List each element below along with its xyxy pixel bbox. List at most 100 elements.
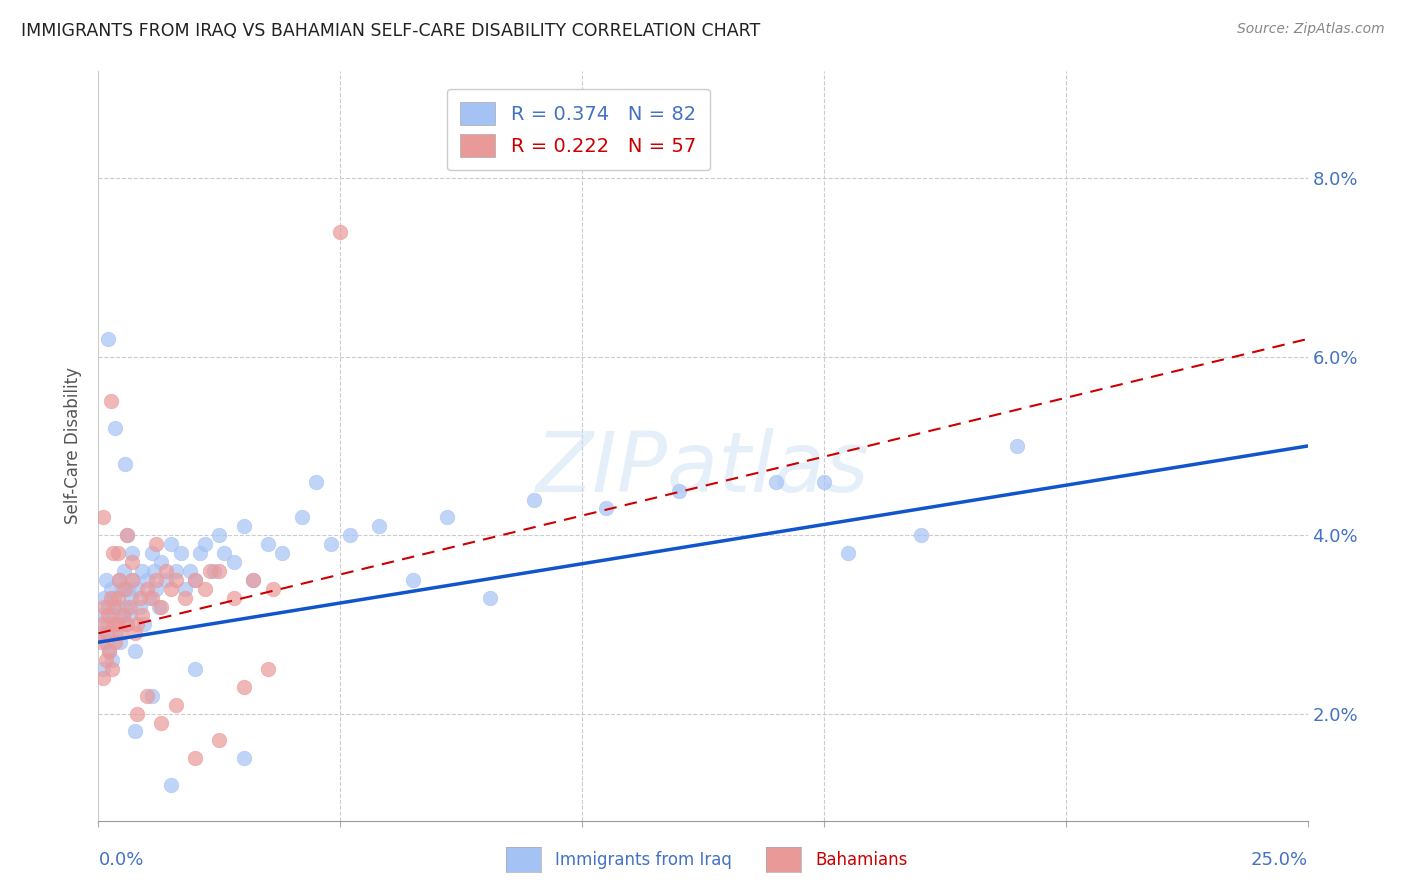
- Point: [111, 608, 134, 623]
- Point: [101, 662, 124, 676]
- Point: [1007, 439, 1029, 453]
- Point: [94, 573, 117, 587]
- Text: 0.0%: 0.0%: [98, 851, 143, 869]
- Point: [141, 689, 163, 703]
- Point: [329, 225, 352, 239]
- Point: [523, 492, 546, 507]
- Point: [120, 591, 142, 605]
- Point: [115, 599, 138, 614]
- Point: [150, 715, 173, 730]
- Point: [108, 635, 131, 649]
- Point: [184, 573, 207, 587]
- Point: [184, 662, 207, 676]
- Point: [100, 394, 122, 409]
- Point: [124, 626, 146, 640]
- Point: [101, 608, 124, 623]
- Point: [910, 528, 932, 542]
- Point: [155, 564, 177, 578]
- Point: [290, 510, 312, 524]
- Point: [91, 671, 114, 685]
- Point: [155, 573, 177, 587]
- Point: [107, 546, 129, 560]
- Point: [121, 573, 143, 587]
- Point: [256, 537, 278, 551]
- Point: [93, 599, 115, 614]
- Point: [174, 582, 197, 596]
- Point: [114, 582, 136, 596]
- Point: [150, 555, 173, 569]
- Point: [97, 599, 120, 614]
- Point: [141, 546, 163, 560]
- Point: [100, 591, 122, 605]
- Point: [145, 537, 167, 551]
- Point: [208, 733, 231, 747]
- Point: [242, 573, 264, 587]
- Text: ZIPatlas: ZIPatlas: [536, 428, 870, 509]
- Point: [117, 582, 139, 596]
- Point: [121, 546, 143, 560]
- Point: [114, 617, 136, 632]
- Point: [104, 421, 127, 435]
- Point: [222, 591, 245, 605]
- Point: [160, 778, 183, 792]
- Point: [148, 599, 170, 614]
- Point: [105, 617, 128, 632]
- Y-axis label: Self-Care Disability: Self-Care Disability: [65, 368, 83, 524]
- Point: [135, 582, 157, 596]
- Point: [256, 662, 278, 676]
- Point: [174, 591, 197, 605]
- Point: [179, 564, 201, 578]
- Point: [212, 546, 235, 560]
- Point: [232, 519, 254, 533]
- Point: [134, 617, 156, 632]
- Point: [97, 608, 120, 623]
- Point: [204, 564, 226, 578]
- Point: [107, 573, 129, 587]
- Point: [402, 573, 425, 587]
- Point: [114, 457, 136, 471]
- Point: [111, 608, 134, 623]
- Point: [262, 582, 284, 596]
- Point: [96, 617, 118, 632]
- Point: [104, 626, 127, 640]
- Point: [117, 528, 139, 542]
- Point: [188, 546, 211, 560]
- Point: [305, 475, 328, 489]
- Point: [138, 591, 160, 605]
- Point: [91, 617, 114, 632]
- Point: [143, 564, 166, 578]
- Point: [127, 706, 149, 721]
- Point: [124, 724, 146, 739]
- Point: [194, 537, 217, 551]
- Text: Source: ZipAtlas.com: Source: ZipAtlas.com: [1237, 22, 1385, 37]
- Point: [105, 617, 128, 632]
- Point: [118, 599, 141, 614]
- Text: Bahamians: Bahamians: [815, 851, 908, 869]
- Point: [111, 582, 134, 596]
- Point: [208, 528, 231, 542]
- Point: [124, 644, 146, 658]
- Point: [165, 564, 187, 578]
- Point: [184, 573, 207, 587]
- Point: [122, 573, 145, 587]
- Point: [160, 537, 183, 551]
- Point: [135, 573, 157, 587]
- Point: [184, 751, 207, 765]
- Point: [90, 635, 112, 649]
- Point: [160, 582, 183, 596]
- Point: [595, 501, 617, 516]
- Point: [479, 591, 502, 605]
- Point: [103, 591, 125, 605]
- Point: [436, 510, 458, 524]
- Text: Immigrants from Iraq: Immigrants from Iraq: [555, 851, 733, 869]
- Point: [765, 475, 787, 489]
- Point: [118, 608, 141, 623]
- Point: [150, 599, 173, 614]
- Point: [271, 546, 294, 560]
- Point: [169, 546, 191, 560]
- Point: [127, 617, 149, 632]
- Point: [668, 483, 690, 498]
- Point: [101, 546, 124, 560]
- Text: IMMIGRANTS FROM IRAQ VS BAHAMIAN SELF-CARE DISABILITY CORRELATION CHART: IMMIGRANTS FROM IRAQ VS BAHAMIAN SELF-CA…: [21, 22, 761, 40]
- Point: [222, 555, 245, 569]
